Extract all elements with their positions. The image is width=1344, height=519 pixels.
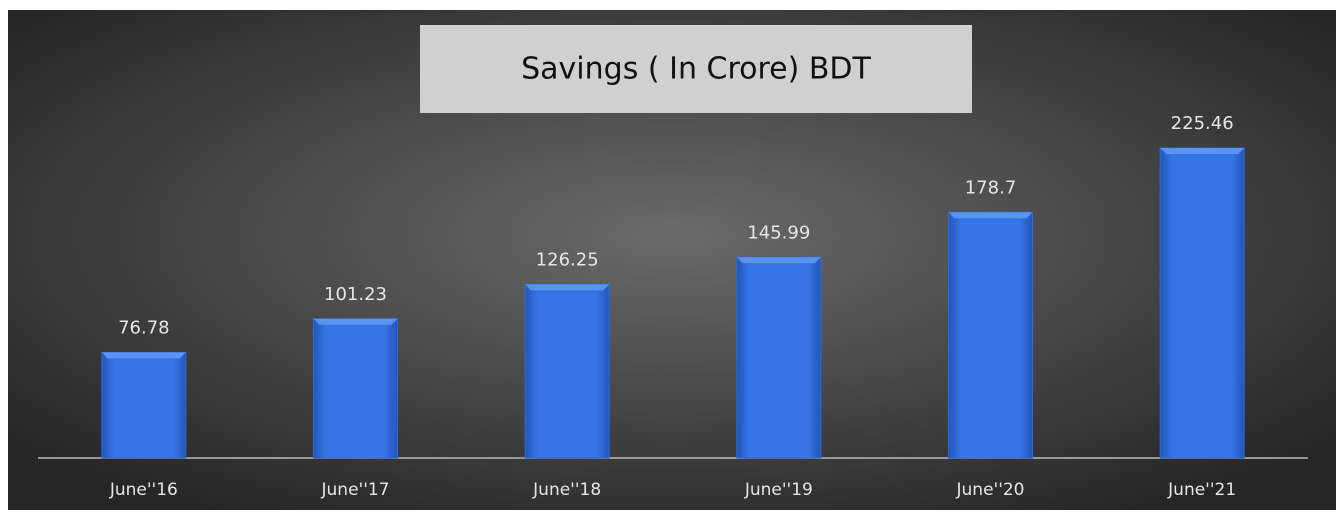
- bar-bevel: [313, 318, 398, 325]
- bar-bevel: [736, 257, 821, 264]
- bar: [1159, 147, 1245, 459]
- bar: [101, 351, 187, 459]
- title-box: [420, 25, 972, 113]
- bar: [524, 283, 610, 459]
- bar: [948, 211, 1033, 459]
- x-tick-label: June''16: [109, 480, 178, 500]
- x-tick-label: June''17: [321, 480, 390, 500]
- x-tick-label: June''20: [956, 480, 1025, 500]
- x-tick-label: June''18: [532, 480, 601, 500]
- bar: [736, 256, 822, 459]
- chart-title: Savings ( In Crore) BDT: [521, 52, 871, 87]
- bar: [313, 318, 398, 459]
- value-label: 101.23: [324, 284, 387, 305]
- bar-bevel: [525, 284, 610, 291]
- bar-bevel: [948, 212, 1033, 219]
- value-label: 225.46: [1171, 113, 1234, 134]
- value-label: 145.99: [747, 222, 810, 243]
- x-tick-label: June''21: [1167, 480, 1236, 500]
- value-label: 76.78: [118, 317, 170, 338]
- bar-bevel: [101, 352, 186, 359]
- x-tick-label: June''19: [744, 480, 813, 500]
- value-label: 126.25: [536, 249, 599, 270]
- bar-bevel: [1160, 148, 1245, 154]
- value-label: 178.7: [965, 177, 1017, 198]
